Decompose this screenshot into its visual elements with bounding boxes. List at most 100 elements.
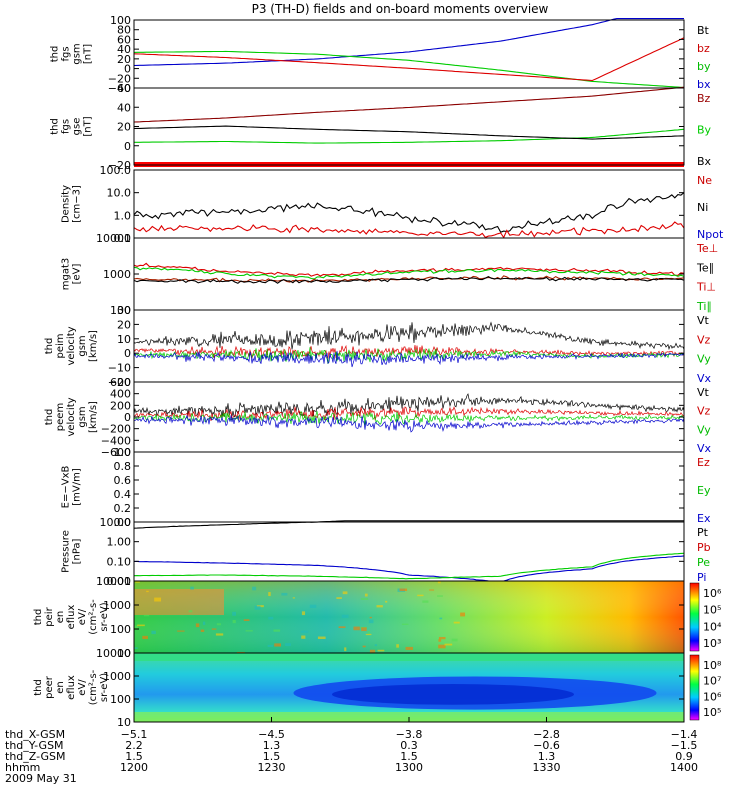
peir-speckle — [369, 616, 372, 619]
peir-speckle — [365, 633, 372, 636]
peir-speckle — [422, 600, 429, 603]
legend-Pt: Pt — [697, 526, 709, 539]
peir-speckle — [268, 592, 271, 597]
legend-Vy: Vy — [697, 353, 711, 366]
y-label-line: velocity — [66, 397, 77, 436]
y-axis-label-peim-velocity: thd peim velocity gsm [km/s] — [44, 326, 99, 365]
y-tick-label: −20 — [108, 72, 131, 85]
legend-By: By — [697, 124, 712, 137]
y-label-line: sr-eV) — [99, 602, 110, 631]
y-label-line: thd — [33, 609, 44, 626]
y-tick-label: 100 — [110, 14, 131, 27]
series-line-Ti∥ — [133, 266, 685, 280]
peir-speckle — [439, 617, 443, 620]
peir-speckle — [399, 588, 408, 592]
y-tick-label: 1.0 — [114, 209, 132, 222]
x-row-value: 1.5 — [400, 750, 418, 763]
series-line-Vt — [133, 393, 685, 418]
peir-hot-region — [134, 589, 224, 615]
x-row-value: 1.5 — [263, 750, 281, 763]
x-row-value: 1300 — [395, 761, 423, 774]
peir-speckle — [188, 610, 193, 613]
y-axis-label-fgs-gsm: thd fgs gsm [nT] — [50, 43, 94, 64]
x-row-value: −0.6 — [533, 739, 560, 752]
y-tick-label: 100 — [110, 304, 131, 317]
y-tick-label: 10.0 — [107, 187, 132, 200]
legend-Bt: Bt — [697, 24, 710, 37]
y-tick-label: 20 — [117, 318, 131, 331]
peir-speckle — [215, 633, 224, 636]
peir-speckle — [190, 586, 194, 590]
x-row-value: 0.3 — [400, 739, 418, 752]
legend-bx: bx — [697, 78, 711, 91]
y-tick-label: 10 — [117, 333, 131, 346]
legend-Vz: Vz — [697, 405, 711, 418]
y-tick-label: 0 — [124, 63, 131, 76]
series-line-Ni — [133, 192, 685, 233]
y-label-line: eflux — [66, 675, 77, 700]
legend-Ti⊥: Ti⊥ — [696, 281, 716, 294]
peir-speckle — [135, 581, 140, 583]
y-label-line: gsm — [77, 335, 88, 356]
peir-speckle — [369, 649, 376, 653]
peir-speckle — [342, 591, 348, 595]
legend-Vt: Vt — [697, 386, 710, 399]
y-label-line: peem — [55, 403, 66, 431]
y-tick-label: 0.10 — [107, 555, 132, 568]
y-label-line: [nPa] — [72, 538, 83, 564]
y-label-line: peir — [44, 606, 55, 626]
x-row-value: 1330 — [533, 761, 561, 774]
y-tick-label: 10000 — [96, 232, 131, 245]
peir-speckle — [202, 621, 206, 625]
peir-speckle — [177, 630, 185, 632]
y-label-line: fgs — [61, 46, 72, 61]
y-label-line: thd — [44, 409, 55, 426]
peer-core-inner — [332, 684, 574, 705]
y-tick-label: 0 — [124, 411, 131, 424]
y-label-line: (cm²-s- — [88, 599, 99, 635]
colorbar-peer-spec — [689, 654, 700, 721]
legend-Ni: Ni — [697, 201, 708, 214]
series-line-by — [133, 50, 685, 89]
y-tick-label: 30 — [117, 304, 131, 317]
y-tick-label: 0.1 — [114, 232, 132, 245]
legend-Vy: Vy — [697, 423, 711, 436]
peir-speckle — [376, 605, 383, 608]
peir-speckle — [232, 620, 236, 624]
peir-speckle — [134, 625, 138, 629]
y-label-line: [nT] — [83, 44, 94, 64]
colorbar-label: 10⁶ — [703, 690, 722, 703]
peir-speckle — [438, 636, 446, 640]
peir-speckle — [364, 593, 368, 597]
y-tick-label: 10 — [117, 647, 131, 660]
peir-speckle — [336, 597, 342, 599]
series-line-Te∥ — [133, 275, 685, 284]
legend-Ey: Ey — [697, 484, 711, 497]
x-row-value: 1400 — [670, 761, 698, 774]
legend-Pi: Pi — [697, 571, 706, 584]
y-tick-label: 1.0 — [114, 446, 132, 459]
y-label-line: velocity — [66, 326, 77, 365]
y-tick-label: −40 — [108, 82, 131, 95]
y-label-line: gse — [72, 118, 83, 136]
y-tick-label: 0 — [124, 140, 131, 153]
y-tick-label: 600 — [110, 376, 131, 389]
y-tick-label: 10000 — [96, 647, 131, 660]
y-tick-label: −600 — [101, 446, 131, 459]
y-tick-label: 400 — [110, 388, 131, 401]
y-tick-label: −20 — [108, 376, 131, 389]
peir-speckle — [367, 631, 370, 635]
legend-Pb: Pb — [697, 541, 711, 554]
peir-speckle — [438, 644, 446, 649]
x-axis-date: 2009 May 31 — [5, 772, 77, 785]
y-tick-label: 20 — [117, 121, 131, 134]
series-line-Vy — [133, 347, 685, 364]
x-row-value: −5.1 — [121, 728, 148, 741]
peir-speckle — [451, 638, 458, 642]
x-row-label: thd_X-GSM — [5, 728, 65, 741]
peir-speckle — [232, 611, 236, 616]
x-row-value: −4.5 — [258, 728, 285, 741]
peir-speckle — [267, 644, 273, 647]
peir-speckle — [245, 630, 253, 632]
y-tick-label: −400 — [101, 434, 131, 447]
